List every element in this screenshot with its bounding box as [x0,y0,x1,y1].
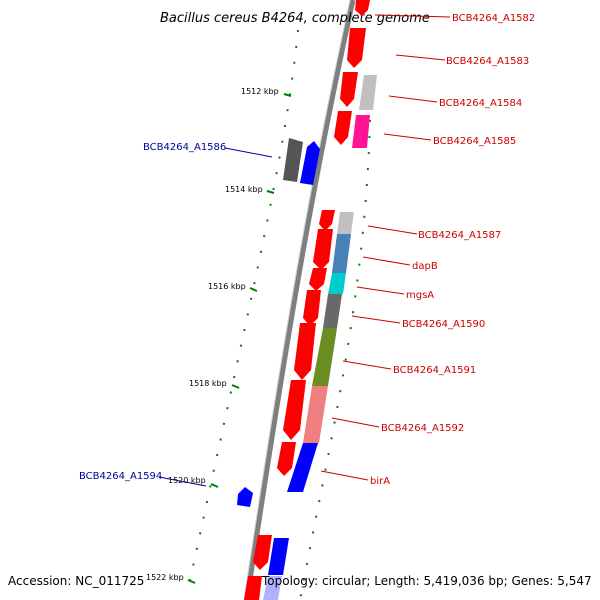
gene-block[interactable] [337,212,354,234]
ruler-tick [231,384,240,389]
ruler-tick [210,483,219,488]
genome-backbone [244,0,356,600]
leader-line [342,360,392,370]
gene-label[interactable]: BCB4264_A1591 [393,365,476,376]
gene-arrow[interactable] [340,72,358,107]
gene-block[interactable] [263,576,282,600]
leader-line [224,147,273,158]
gene-arrow[interactable] [237,487,253,507]
ruler-tick [266,190,275,194]
ruler-tick [187,579,196,584]
gene-arrow[interactable] [334,111,352,145]
gene-label[interactable]: BCB4264_A1585 [433,136,516,147]
ruler-label: 1514 kbp [225,185,263,194]
gene-label[interactable]: BCB4264_A1583 [446,56,529,67]
reverse-labels: BCB4264_A1586 BCB4264_A1594 [79,142,226,482]
leader-line [320,470,369,481]
label-leaders [158,14,451,487]
gene-label[interactable]: BCB4264_A1582 [452,13,535,24]
gene-arrow[interactable] [283,138,303,182]
gene-block[interactable] [359,75,377,110]
leader-line [383,133,432,141]
gene-label[interactable]: dapB [412,261,438,272]
ruler-tick [283,93,292,97]
topology-text: Topology: circular; Length: 5,419,036 bp… [262,574,592,588]
reverse-genes [237,138,320,507]
gene-block[interactable] [268,538,289,575]
gene-block[interactable] [303,386,328,443]
gene-label[interactable]: BCB4264_A1587 [418,230,501,241]
gene-arrow[interactable] [253,535,272,570]
ruler-tick [249,287,258,292]
gene-arrow[interactable] [319,210,335,231]
ruler-label: 1520 kbp [168,476,206,485]
gene-arrow[interactable] [277,442,296,476]
gene-arrow[interactable] [347,28,366,68]
gene-arrow[interactable] [313,229,333,270]
outer-genes [263,75,377,600]
leader-line [331,417,380,428]
gene-block[interactable] [323,294,342,328]
leader-line [351,315,401,324]
map-title: Bacillus cereus B4264, complete genome [160,11,430,26]
ruler-ticks: 1512 kbp 1514 kbp 1516 kbp 1518 kbp 1520… [146,87,292,584]
accession-text: Accession: NC_011725 [8,574,145,588]
forward-genes [244,0,370,600]
gene-block[interactable] [312,328,337,386]
gene-arrow[interactable] [355,0,370,16]
genome-backbone-highlight [243,0,351,600]
leader-line [374,14,451,18]
gene-arrow[interactable] [294,323,316,380]
gene-arrow[interactable] [300,141,320,185]
gene-label[interactable]: birA [370,476,390,487]
leader-line [367,225,418,235]
gene-arrow[interactable] [303,290,321,326]
leader-line [158,476,207,487]
gene-label[interactable]: BCB4264_A1586 [143,142,226,153]
gene-arrow[interactable] [283,380,306,440]
gene-arrow[interactable] [309,268,327,291]
forward-labels: BCB4264_A1582 BCB4264_A1583 BCB4264_A158… [370,13,535,487]
gene-block[interactable] [328,273,346,294]
gene-label[interactable]: BCB4264_A1592 [381,423,464,434]
gene-block[interactable] [332,234,351,273]
leader-line [356,286,405,295]
gene-arrow[interactable] [244,576,262,600]
ruler-label: 1512 kbp [241,87,279,96]
gene-label[interactable]: mgsA [406,290,434,301]
leader-line [388,95,438,103]
gene-label[interactable]: BCB4264_A1584 [439,98,522,109]
gene-label[interactable]: BCB4264_A1594 [79,471,162,482]
gene-block[interactable] [287,443,318,492]
ruler-label: 1522 kbp [146,573,184,582]
ruler-label: 1518 kbp [189,379,227,388]
leader-line [362,256,411,266]
ruler-label: 1516 kbp [208,282,246,291]
ruler-arc [187,29,299,591]
gene-label[interactable]: BCB4264_A1590 [402,319,485,330]
leader-line [395,54,446,61]
gene-block[interactable] [352,115,370,148]
